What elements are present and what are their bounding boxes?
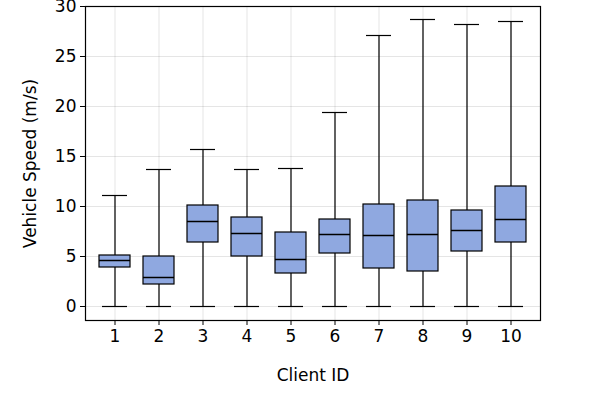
svg-text:1: 1 xyxy=(110,326,121,346)
svg-text:20: 20 xyxy=(55,96,77,116)
svg-text:30: 30 xyxy=(55,0,77,16)
svg-text:15: 15 xyxy=(55,146,77,166)
svg-text:8: 8 xyxy=(418,326,429,346)
svg-text:10: 10 xyxy=(500,326,522,346)
svg-text:5: 5 xyxy=(66,246,77,266)
svg-text:5: 5 xyxy=(286,326,297,346)
svg-text:0: 0 xyxy=(66,296,77,316)
svg-text:3: 3 xyxy=(198,326,209,346)
svg-text:25: 25 xyxy=(55,46,77,66)
svg-text:2: 2 xyxy=(154,326,165,346)
svg-text:9: 9 xyxy=(462,326,473,346)
svg-text:10: 10 xyxy=(55,196,77,216)
svg-text:Client ID: Client ID xyxy=(277,365,350,385)
svg-text:Vehicle Speed (m/s): Vehicle Speed (m/s) xyxy=(20,79,40,248)
svg-text:7: 7 xyxy=(374,326,385,346)
svg-text:6: 6 xyxy=(330,326,341,346)
svg-text:4: 4 xyxy=(242,326,253,346)
